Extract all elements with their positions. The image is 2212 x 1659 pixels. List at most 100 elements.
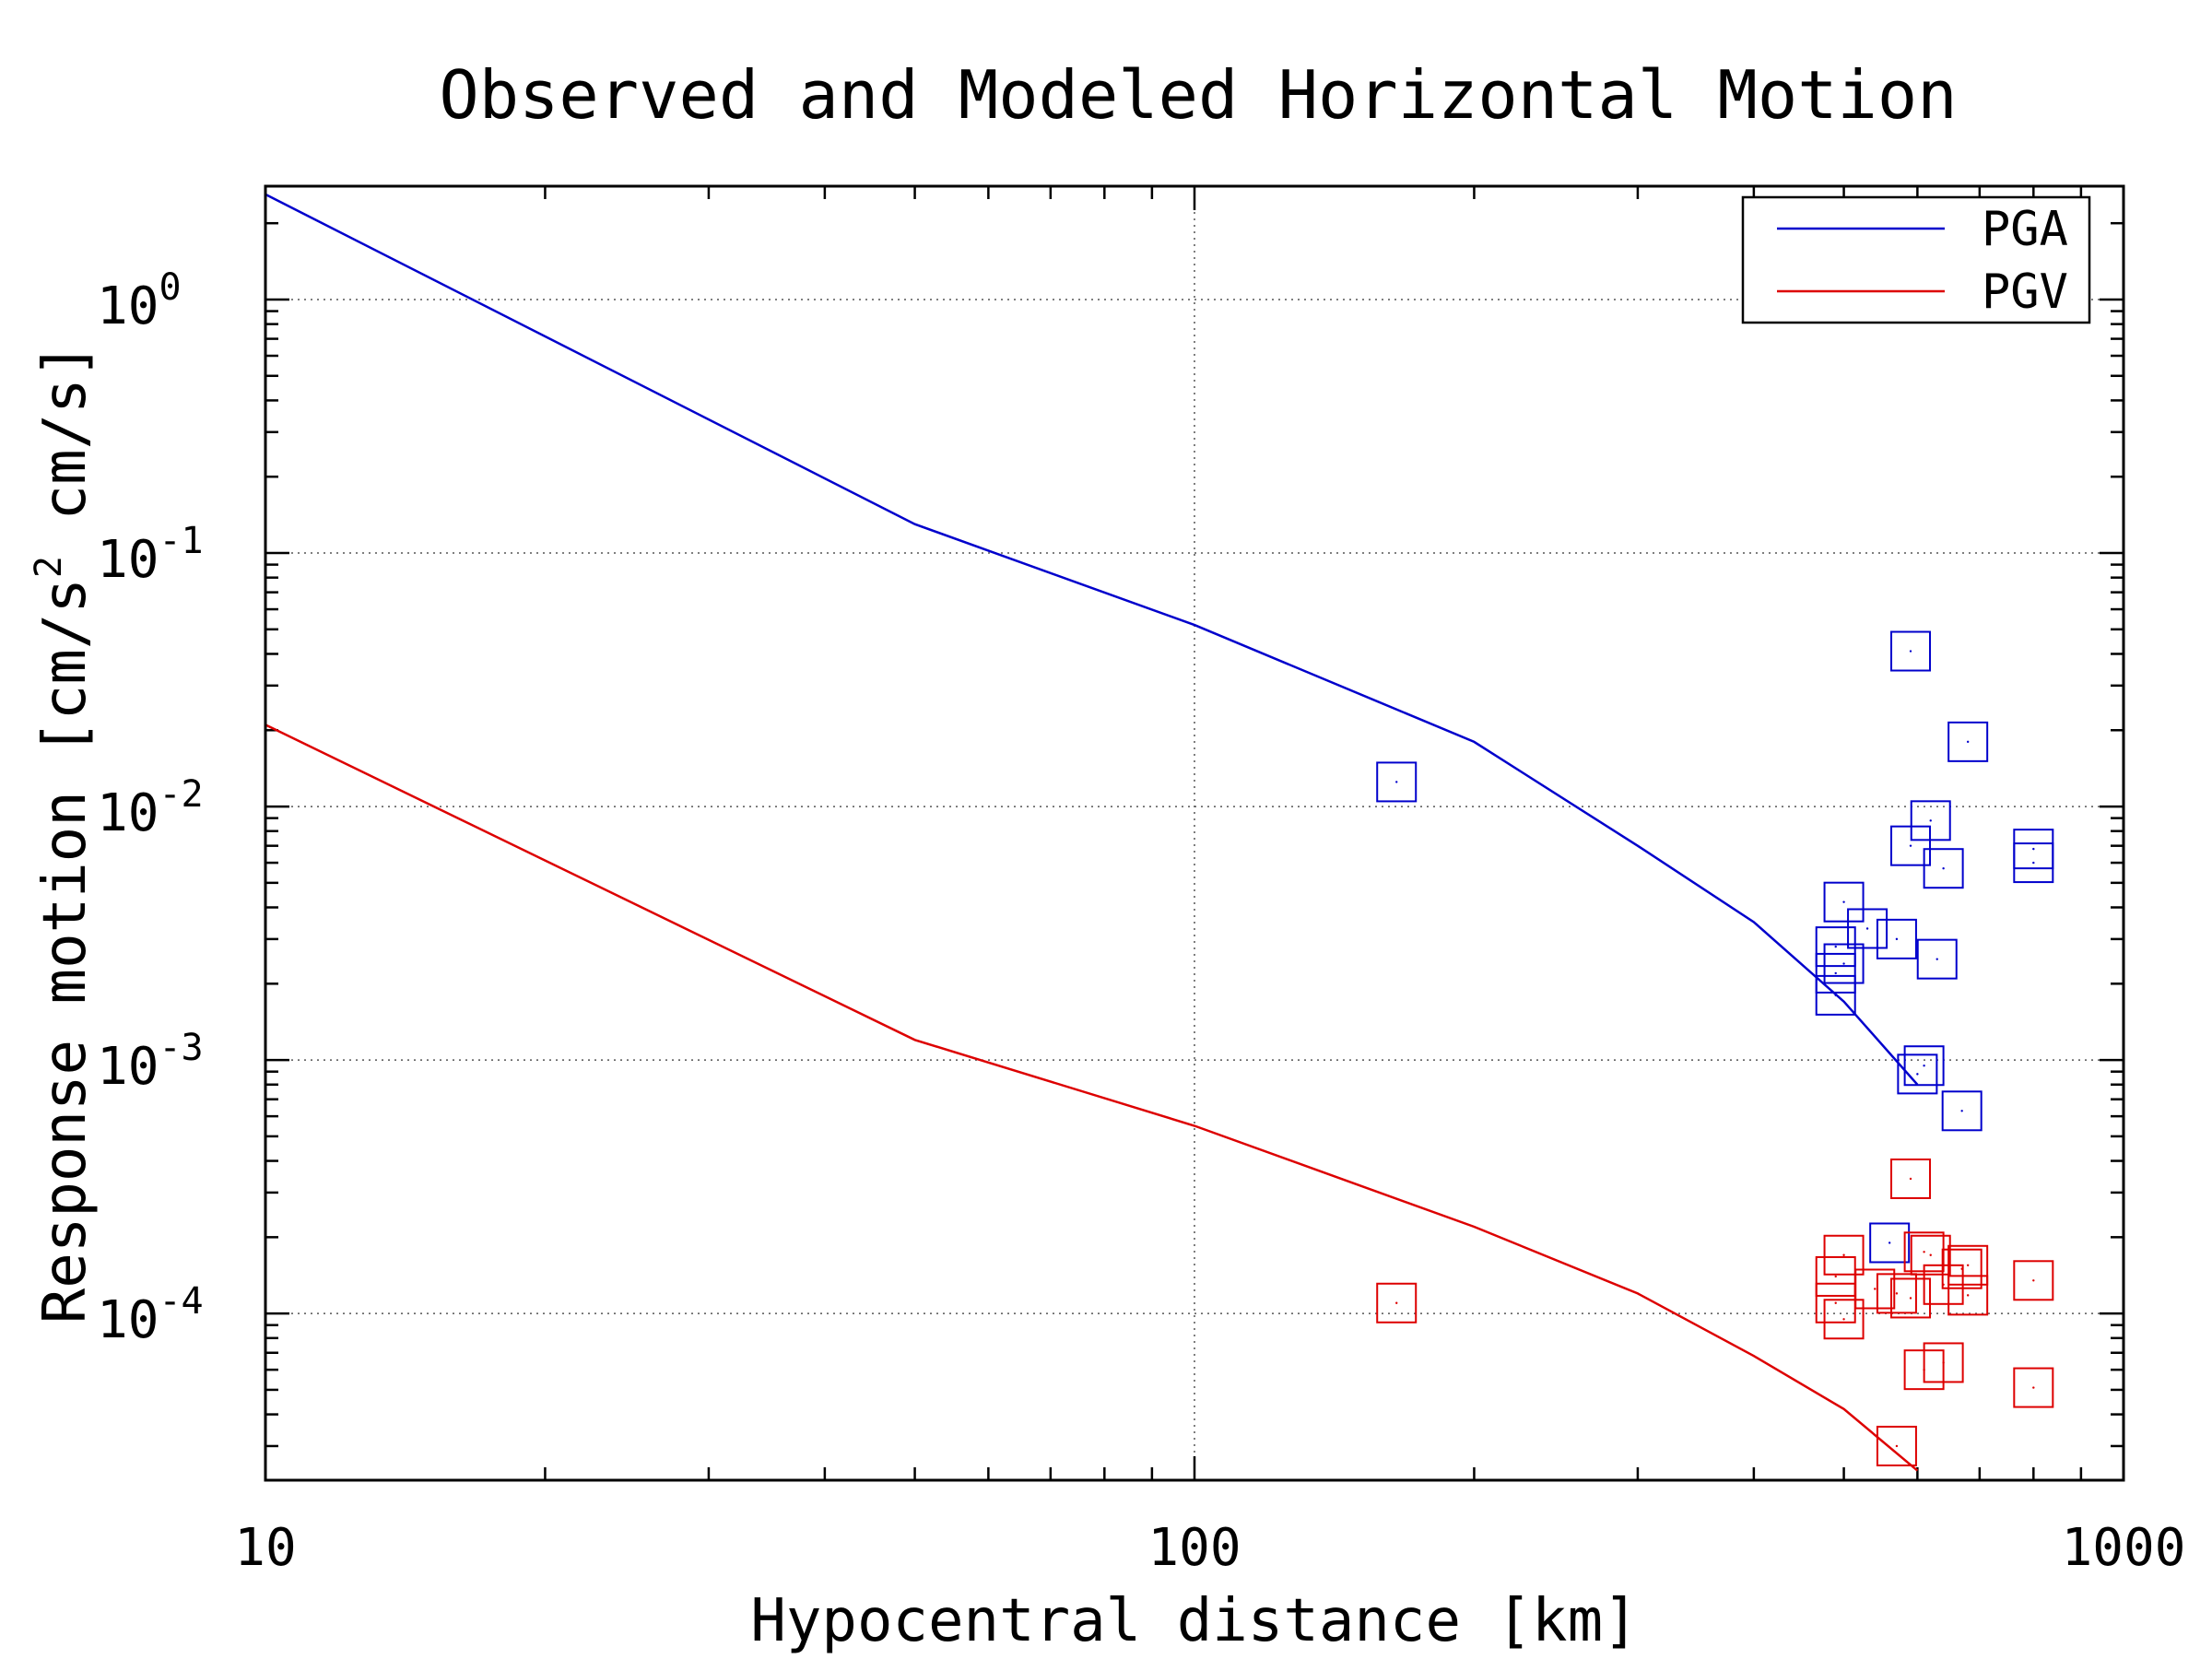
y-tick-label: 10-2 xyxy=(97,773,204,843)
legend-label-pga: PGA xyxy=(1982,202,2068,257)
marker-pga-observed xyxy=(1876,918,1917,959)
marker-center-dot xyxy=(1834,994,1837,997)
marker-center-dot xyxy=(2032,847,2035,851)
marker-center-dot xyxy=(1909,1297,1912,1300)
marker-center-dot xyxy=(1895,1292,1899,1295)
line-pgv xyxy=(265,724,1919,1472)
y-axis-label-suffix: cm/s] xyxy=(31,343,100,556)
marker-center-dot xyxy=(1936,958,1938,960)
marker-pga-observed xyxy=(1815,952,1856,994)
marker-center-dot xyxy=(1874,1288,1877,1290)
marker-center-dot xyxy=(1895,937,1899,941)
marker-center-dot xyxy=(1923,1251,1925,1253)
marker-pgv-observed xyxy=(2013,1260,2054,1301)
marker-center-dot xyxy=(1942,867,1945,870)
marker-pgv-observed xyxy=(1876,1425,1917,1466)
y-tick-label: 100 xyxy=(97,266,182,336)
x-tick-label: 100 xyxy=(1147,1518,1241,1578)
marker-pga-observed xyxy=(1947,721,1989,762)
y-tick-label-exp: -2 xyxy=(159,773,203,816)
marker-pga-observed xyxy=(1916,938,1958,980)
marker-pgv-observed xyxy=(1854,1268,1896,1310)
y-tick-label-exp: -4 xyxy=(159,1280,203,1323)
axis-ticks xyxy=(264,186,2124,1480)
y-tick-label-base: 10 xyxy=(97,1037,159,1097)
legend-box xyxy=(1741,195,2091,324)
marker-center-dot xyxy=(2032,1279,2035,1282)
marker-center-dot xyxy=(1923,1065,1925,1067)
x-axis-label: Hypocentral distance [km] xyxy=(750,1587,1638,1655)
marker-center-dot xyxy=(1960,1267,1963,1270)
marker-pga-observed xyxy=(1897,1053,1938,1095)
y-tick-label-base: 10 xyxy=(97,1290,159,1350)
marker-center-dot xyxy=(1888,1241,1891,1244)
legend: PGA PGV xyxy=(1741,195,2091,324)
y-tick-label: 10-1 xyxy=(97,520,204,590)
marker-center-dot xyxy=(1895,1444,1899,1448)
marker-pgv-observed xyxy=(1890,1277,1932,1319)
marker-pga-observed xyxy=(1903,1045,1945,1087)
y-axis-label-prefix: Response motion [cm/s xyxy=(31,578,100,1324)
marker-center-dot xyxy=(1966,1294,1970,1297)
marker-pga-observed xyxy=(1815,926,1856,968)
marker-center-dot xyxy=(1916,1073,1919,1076)
marker-pgv-observed xyxy=(1941,1248,1983,1289)
marker-pgv-observed xyxy=(1947,1275,1989,1316)
marker-pgv-observed xyxy=(1823,1234,1865,1276)
y-tick-label-exp: 0 xyxy=(159,266,181,309)
marker-pga-observed xyxy=(2013,842,2054,884)
marker-center-dot xyxy=(1395,781,1398,783)
y-tick-label-base: 10 xyxy=(97,530,159,590)
marker-pga-observed xyxy=(1890,630,1932,672)
marker-center-dot xyxy=(2032,861,2035,865)
marker-center-dot xyxy=(1842,1253,1845,1256)
marker-pga-observed xyxy=(1869,1222,1911,1264)
y-axis-label-sup: 2 xyxy=(28,556,70,578)
marker-pgv-observed xyxy=(1876,1273,1917,1314)
chart-title: Observed and Modeled Horizontal Motion xyxy=(439,56,1957,134)
marker-center-dot xyxy=(1966,740,1970,744)
legend-label-pgv: PGV xyxy=(1982,265,2068,320)
y-tick-label-base: 10 xyxy=(97,783,159,843)
y-axis-label: Response motion [cm/s2 cm/s] xyxy=(28,343,100,1324)
marker-pgv-observed xyxy=(1910,1234,1951,1276)
marker-pga-observed xyxy=(1815,974,1856,1016)
marker-pga-observed xyxy=(1890,825,1932,866)
marker-center-dot xyxy=(1842,962,1845,965)
marker-center-dot xyxy=(1834,945,1837,948)
marker-pgv-observed xyxy=(1823,1299,1865,1340)
marker-pga-observed xyxy=(1847,908,1888,949)
marker-center-dot xyxy=(1834,1275,1837,1278)
marker-center-dot xyxy=(1960,1110,1963,1112)
marker-pga-observed xyxy=(1823,943,1865,984)
y-tick-label-exp: -3 xyxy=(159,1027,203,1069)
marker-pgv-observed xyxy=(1947,1244,1989,1286)
marker-center-dot xyxy=(1966,1264,1970,1266)
marker-center-dot xyxy=(1395,1301,1398,1304)
plot-frame xyxy=(264,184,2125,1482)
y-tick-label: 10-3 xyxy=(97,1027,204,1097)
x-tick-label: 1000 xyxy=(2062,1518,2186,1578)
series-group xyxy=(265,193,2054,1472)
marker-center-dot xyxy=(1909,650,1912,653)
marker-center-dot xyxy=(1834,971,1837,975)
marker-center-dot xyxy=(1842,900,1845,903)
marker-pgv-observed xyxy=(1923,1342,1964,1383)
marker-center-dot xyxy=(1834,1301,1837,1304)
y-tick-label-exp: -1 xyxy=(159,520,203,562)
marker-pga-observed xyxy=(1941,1090,1983,1132)
marker-pga-observed xyxy=(1376,761,1418,803)
marker-center-dot xyxy=(1929,1253,1932,1256)
marker-pga-observed xyxy=(1823,881,1865,923)
y-tick-label: 10-4 xyxy=(97,1280,204,1350)
marker-center-dot xyxy=(1842,1318,1845,1321)
marker-center-dot xyxy=(1909,844,1912,847)
marker-pgv-observed xyxy=(1890,1158,1932,1199)
x-tick-label: 10 xyxy=(234,1518,296,1578)
line-pga xyxy=(265,193,1919,1086)
marker-pgv-observed xyxy=(1376,1282,1418,1324)
marker-pgv-observed xyxy=(2013,1367,2054,1408)
grid xyxy=(265,186,2124,1480)
